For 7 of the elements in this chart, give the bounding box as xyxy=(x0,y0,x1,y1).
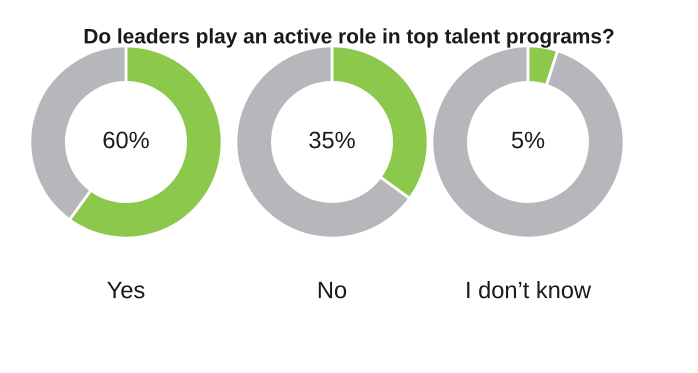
text: Yes xyxy=(107,282,144,298)
data-label: 35% xyxy=(309,132,355,148)
text: No xyxy=(318,282,346,298)
text: Do leaders play an active role in top talent programs? xyxy=(84,28,614,48)
data-label: 60% xyxy=(104,132,149,148)
text: I don’t know xyxy=(467,280,592,298)
data-label: 5% xyxy=(512,132,544,148)
